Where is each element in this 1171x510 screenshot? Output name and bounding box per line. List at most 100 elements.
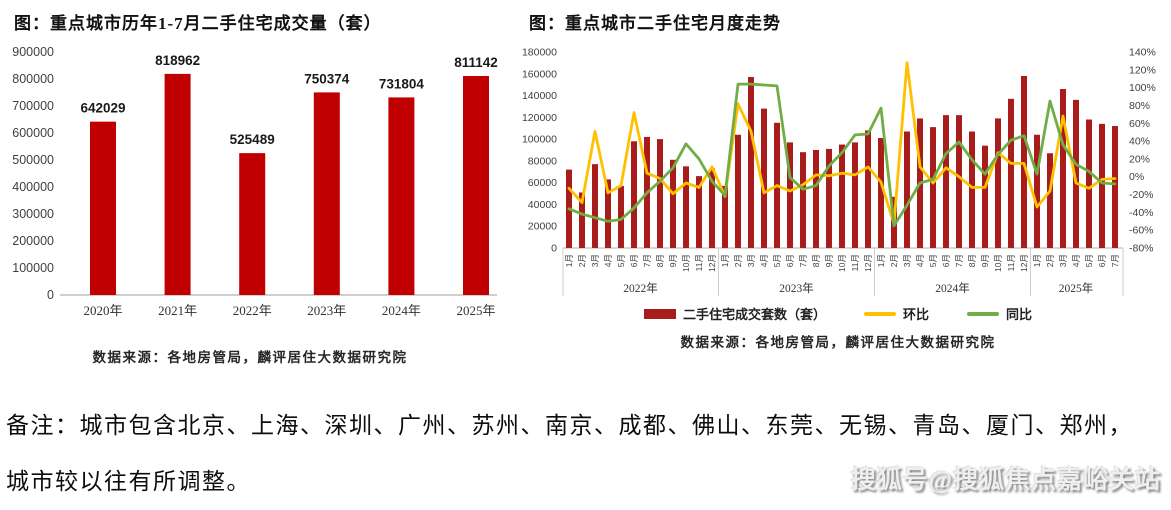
annual-sales-bar-chart: 图：重点城市历年1-7月二手住宅成交量（套） 0 100000 200000 3000…: [0, 0, 500, 366]
bar-2024年-8月: [969, 131, 975, 248]
svg-text:2月: 2月: [577, 254, 587, 267]
svg-text:120%: 120%: [1129, 64, 1156, 76]
svg-text:3月: 3月: [902, 254, 912, 267]
svg-text:3月: 3月: [746, 254, 756, 267]
svg-text:8月: 8月: [967, 254, 977, 267]
monthly-bars-group: [566, 75, 1118, 249]
bar-2023年-4月: [761, 108, 767, 248]
svg-text:140000: 140000: [522, 90, 557, 102]
right-chart-plot: 0 20000 40000 60000 80000 100000 120000 140000 1…: [522, 47, 1156, 296]
svg-text:8月: 8月: [811, 254, 821, 267]
svg-text:5月: 5月: [1084, 254, 1094, 267]
bar-2022年-12月: [709, 168, 715, 248]
svg-text:525489: 525489: [230, 132, 275, 147]
legend-item-yoy: 同比: [967, 304, 1032, 323]
bar-2023年-11月: [852, 142, 858, 248]
svg-text:6月: 6月: [941, 254, 951, 267]
svg-text:9月: 9月: [980, 254, 990, 267]
svg-text:0: 0: [47, 288, 54, 302]
svg-text:2022年: 2022年: [233, 303, 272, 318]
svg-text:10月: 10月: [993, 254, 1003, 272]
bar-2022年-8月: [657, 139, 663, 248]
bar-2023年-1月: [722, 185, 728, 248]
svg-text:3月: 3月: [590, 254, 600, 267]
bar-2023年-12月: [865, 130, 871, 248]
bar-2022年-2月: [579, 192, 585, 248]
svg-text:10月: 10月: [837, 254, 847, 272]
left-chart-plot: 0 100000 200000 300000 400000 500000 600000 700…: [12, 45, 498, 318]
year-label-2024年: 2024年: [935, 281, 970, 295]
svg-text:2020年: 2020年: [83, 303, 122, 318]
svg-text:-60%: -60%: [1129, 225, 1154, 237]
svg-text:180000: 180000: [522, 47, 557, 59]
bar-2022年-6月: [631, 141, 637, 248]
svg-text:700000: 700000: [12, 99, 54, 113]
svg-text:11月: 11月: [850, 254, 860, 271]
svg-text:750374: 750374: [304, 71, 350, 86]
svg-text:-40%: -40%: [1129, 207, 1154, 219]
svg-text:400000: 400000: [12, 180, 54, 194]
svg-text:6月: 6月: [785, 254, 795, 267]
svg-text:80000: 80000: [528, 155, 557, 167]
svg-text:1月: 1月: [876, 254, 886, 267]
svg-text:11月: 11月: [1006, 254, 1016, 271]
legend-item-sales: 二手住宅成交套数（套）: [643, 304, 826, 323]
svg-text:140%: 140%: [1129, 47, 1156, 59]
bar-2020年: [90, 121, 116, 296]
svg-text:4月: 4月: [1071, 254, 1081, 267]
footnote: 备注：城市包含北京、上海、深圳、广州、苏州、南京、成都、佛山、东莞、无锡、青岛、…: [6, 398, 1171, 510]
svg-text:5月: 5月: [928, 254, 938, 267]
svg-text:9月: 9月: [668, 254, 678, 267]
svg-text:100000: 100000: [12, 261, 54, 275]
svg-text:2月: 2月: [733, 254, 743, 267]
right-chart-source: 数据来源：各地房管局，麟评居住大数据研究院: [680, 335, 996, 350]
bar-2021年: [164, 73, 191, 295]
legend-label-mom: 环比: [902, 307, 929, 322]
line-swatch-mom-icon: [863, 311, 896, 316]
svg-text:-80%: -80%: [1129, 243, 1154, 255]
bar-2023年: [313, 92, 340, 295]
svg-text:731804: 731804: [379, 76, 425, 91]
legend: 二手住宅成交套数（套） 环比 同比: [505, 304, 1171, 323]
svg-text:40000: 40000: [528, 199, 557, 211]
svg-text:2月: 2月: [1045, 254, 1055, 267]
left-y-axis: 0 100000 200000 300000 400000 500000 600000 700…: [12, 45, 54, 302]
svg-text:12月: 12月: [863, 254, 873, 272]
svg-text:818962: 818962: [155, 53, 200, 68]
year-label-2022年: 2022年: [623, 281, 658, 295]
svg-text:60%: 60%: [1129, 118, 1150, 130]
bar-2023年-9月: [826, 148, 832, 248]
svg-text:-20%: -20%: [1129, 189, 1154, 201]
svg-text:3月: 3月: [1058, 254, 1068, 267]
bar-2022年-4月: [605, 179, 611, 248]
left-chart-source: 数据来源：各地房管局，麟评居住大数据研究院: [92, 350, 408, 365]
right-chart-percent-axis: 140% 120% 100% 80% 60% 40% 20% 0% -20% -40% -60% -8…: [1129, 47, 1156, 255]
svg-text:7月: 7月: [642, 254, 652, 267]
bar-swatch-icon: [643, 308, 676, 319]
svg-text:5月: 5月: [616, 254, 626, 267]
bar-2025年-6月: [1099, 123, 1105, 248]
bar-2024年-10月: [995, 118, 1001, 248]
svg-text:12月: 12月: [707, 254, 717, 272]
svg-text:800000: 800000: [12, 72, 54, 86]
yoy-line: [567, 82, 1117, 228]
svg-text:7月: 7月: [954, 254, 964, 267]
line-swatch-yoy-icon: [967, 311, 999, 316]
bar-2022年: [239, 153, 266, 295]
left-chart-title: 图：重点城市历年1-7月二手住宅成交量（套）: [14, 14, 382, 33]
footnote-line2: 城市较以往有所调整。: [6, 469, 251, 494]
bar-2022年-3月: [592, 164, 598, 248]
bar-2022年-11月: [696, 176, 702, 248]
svg-text:40%: 40%: [1129, 136, 1150, 148]
bar-2025年-3月: [1060, 89, 1066, 248]
bar-2024年-12月: [1021, 75, 1027, 248]
year-label-2023年: 2023年: [779, 281, 814, 295]
svg-text:900000: 900000: [12, 45, 54, 59]
svg-text:2024年: 2024年: [382, 303, 421, 318]
svg-text:811142: 811142: [454, 55, 498, 70]
bar-2025年-7月: [1112, 126, 1118, 248]
svg-text:80%: 80%: [1129, 100, 1150, 112]
svg-text:9月: 9月: [824, 254, 834, 267]
watermark: 搜狐号@搜狐焦点嘉峪关站: [850, 467, 1161, 494]
svg-text:5月: 5月: [772, 254, 782, 267]
